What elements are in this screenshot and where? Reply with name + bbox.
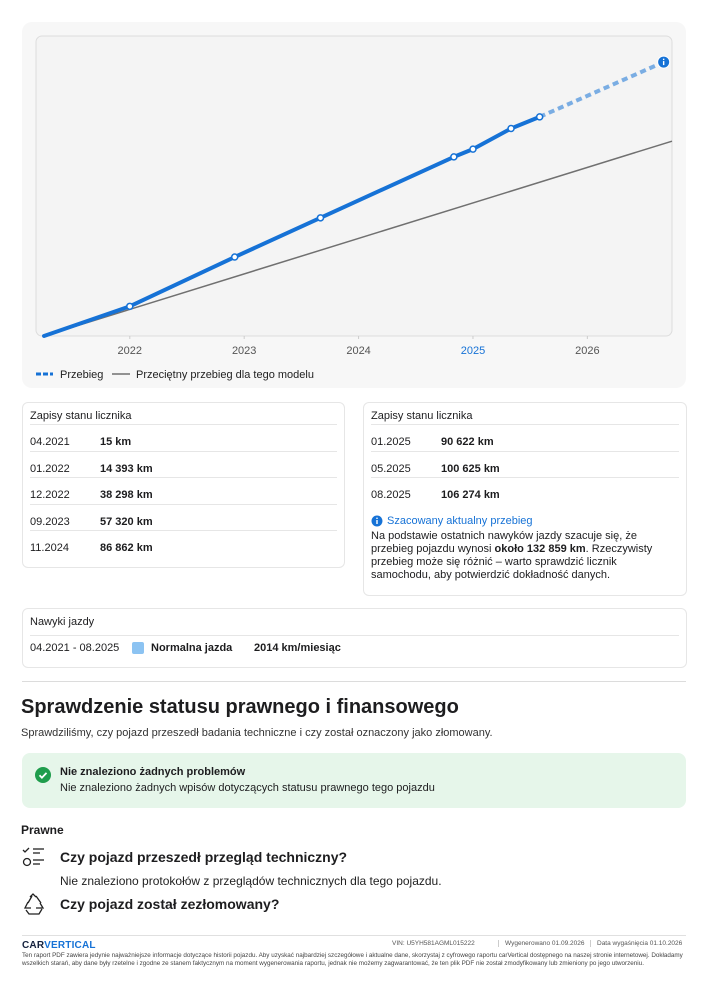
logo-vertical: VERTICAL [44,940,96,951]
divider [22,935,686,936]
readings-card: Zapisy stanu licznika 04.2021 15 km 01.202… [22,402,345,568]
x-tick-label: 2024 [346,345,370,357]
info-icon [371,515,383,527]
reading-date: 01.2025 [371,436,411,448]
alert-text: Nie znaleziono żadnych wpisów dotyczącyc… [60,782,435,794]
x-tick-label: 2026 [575,345,599,357]
recycle-icon [23,893,45,915]
separator [30,477,337,478]
x-tick-label: 2023 [232,345,256,357]
separator [30,450,337,452]
separator [30,635,679,636]
separator [30,424,337,425]
legend-label: Przebieg [60,369,103,381]
logo-car: CAR [22,940,45,951]
mileage-estimate-line [538,60,665,119]
habits-card: Nawyki jazdy 04.2021 - 08.2025 Normalna … [22,608,687,668]
reading-date: 08.2025 [371,489,411,501]
check-icon [35,767,51,783]
mileage-point [316,214,325,222]
chart: 2022 2023 2024 2025 2026 Przebieg Przeciętny p… [35,35,673,381]
expires: Data wygaśnięcia 01.10.2026 [590,940,682,947]
divider [22,681,686,682]
info-glyph [662,58,665,61]
chart-card: 2022 2023 2024 2025 2026 Przebieg Przeciętny p… [22,22,686,388]
card-title: Zapisy stanu licznika [30,410,132,422]
question: Czy pojazd został zezłomowany? [60,896,280,912]
habit-period: 04.2021 - 08.2025 [30,642,120,654]
section-heading: Sprawdzenie statusu prawnego i finansowe… [21,696,459,718]
reading-date: 01.2022 [30,462,70,475]
logo: CARVERTICAL [22,940,96,951]
separator [30,530,337,531]
mileage-point [126,302,134,311]
reading-value: 15 km [100,436,132,448]
checklist-icon [22,847,44,867]
separator [371,477,679,478]
mileage-point [450,153,458,161]
reading-date: 11.2024 [30,542,69,554]
alert-box: Nie znaleziono żadnych problemów Nie zna… [22,753,686,808]
legend-label: Przeciętny przebieg dla tego modelu [136,369,314,381]
mileage-point [535,113,544,121]
note-title: Szacowany aktualny przebieg [387,515,533,527]
reading-value: 38 298 km [100,489,153,501]
reading-date: 12.2022 [30,489,70,501]
alert-title: Nie znaleziono żadnych problemów [60,766,246,778]
estimate-value: około 132 859 km [494,543,586,555]
note-text: Na podstawie ostatnich nawyków jazdy sza… [371,530,671,582]
reading-value: 106 274 km [441,489,500,501]
habit-swatch [132,642,144,654]
disclaimer: Ten raport PDF zawiera jedynie najważnie… [22,952,683,967]
reading-value: 14 393 km [100,462,153,475]
reading-value: 90 622 km [441,436,494,448]
reading-value: 57 320 km [100,515,153,528]
habit-rate: 2014 km/miesiąc [254,642,341,654]
separator [371,424,679,425]
readings-card: Zapisy stanu licznika Szacowany aktualny… [363,402,687,596]
info-glyph [662,61,665,66]
note-text-part: Na podstawie ostatnich nawyków jazdy sza… [371,530,637,555]
separator [30,503,337,505]
reading-date: 09.2023 [30,515,70,528]
mileage-point [469,145,477,153]
reading-value: 100 625 km [441,462,500,475]
reading-date: 04.2021 [30,436,70,448]
mileage-point [507,124,515,133]
subsection-title: Prawne [21,823,64,837]
habit-style: Normalna jazda [151,642,233,654]
reading-value: 86 862 km [100,542,153,554]
separator [371,450,679,452]
vin: VIN: U5YH581AGML015222 [392,940,475,947]
x-tick-label: 2025 [461,345,485,357]
section-description: Sprawdziliśmy, czy pojazd przeszedł bada… [21,727,493,739]
average-line [43,140,673,337]
mileage-line [42,114,542,338]
question: Czy pojazd przeszedł przegląd techniczny… [60,849,348,865]
mileage-point [230,253,239,261]
answer: Nie znaleziono protokołów z przeglądów t… [60,874,442,888]
note-text-part: . Rzeczywisty przebieg może się różnić –… [371,543,653,581]
reading-date: 05.2025 [371,462,411,475]
x-tick-label: 2022 [118,345,142,357]
generated: Wygenerowano 01.09.2026 [498,940,584,947]
card-title: Nawyki jazdy [30,616,95,628]
card-title: Zapisy stanu licznika [371,410,473,422]
plot-area [35,35,673,337]
